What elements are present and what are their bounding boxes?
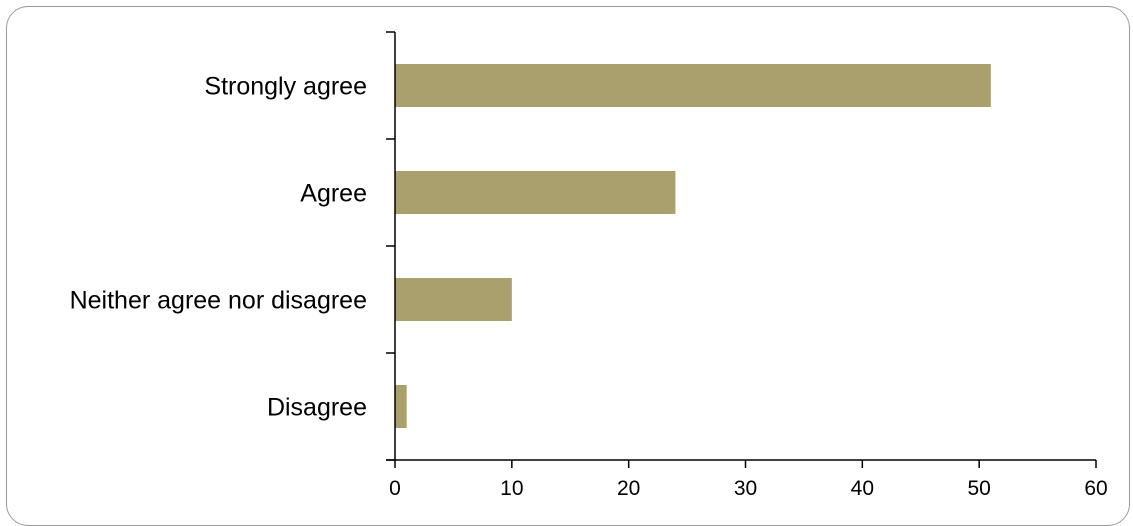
category-label: Neither agree nor disagree: [70, 287, 367, 315]
axes-layer: [386, 31, 1097, 468]
x-tick-label: 30: [734, 477, 757, 500]
x-tick-label: 10: [500, 477, 523, 500]
category-label: Strongly agree: [204, 73, 367, 101]
category-label: Agree: [300, 180, 367, 208]
bar-agree: [395, 171, 676, 214]
x-tick-label: 0: [389, 477, 401, 500]
bar-strongly-agree: [395, 64, 991, 107]
x-tick-label: 60: [1084, 477, 1107, 500]
bars-layer: [395, 64, 991, 428]
x-tick-label: 50: [967, 477, 990, 500]
labels-layer: Strongly agree Agree Neither agree nor dis…: [70, 73, 1108, 501]
bar-neither-agree-nor-disagree: [395, 278, 512, 321]
x-tick-label: 40: [851, 477, 874, 500]
x-tick-label: 20: [617, 477, 640, 500]
category-label: Disagree: [267, 394, 367, 422]
bar-disagree: [395, 385, 407, 428]
